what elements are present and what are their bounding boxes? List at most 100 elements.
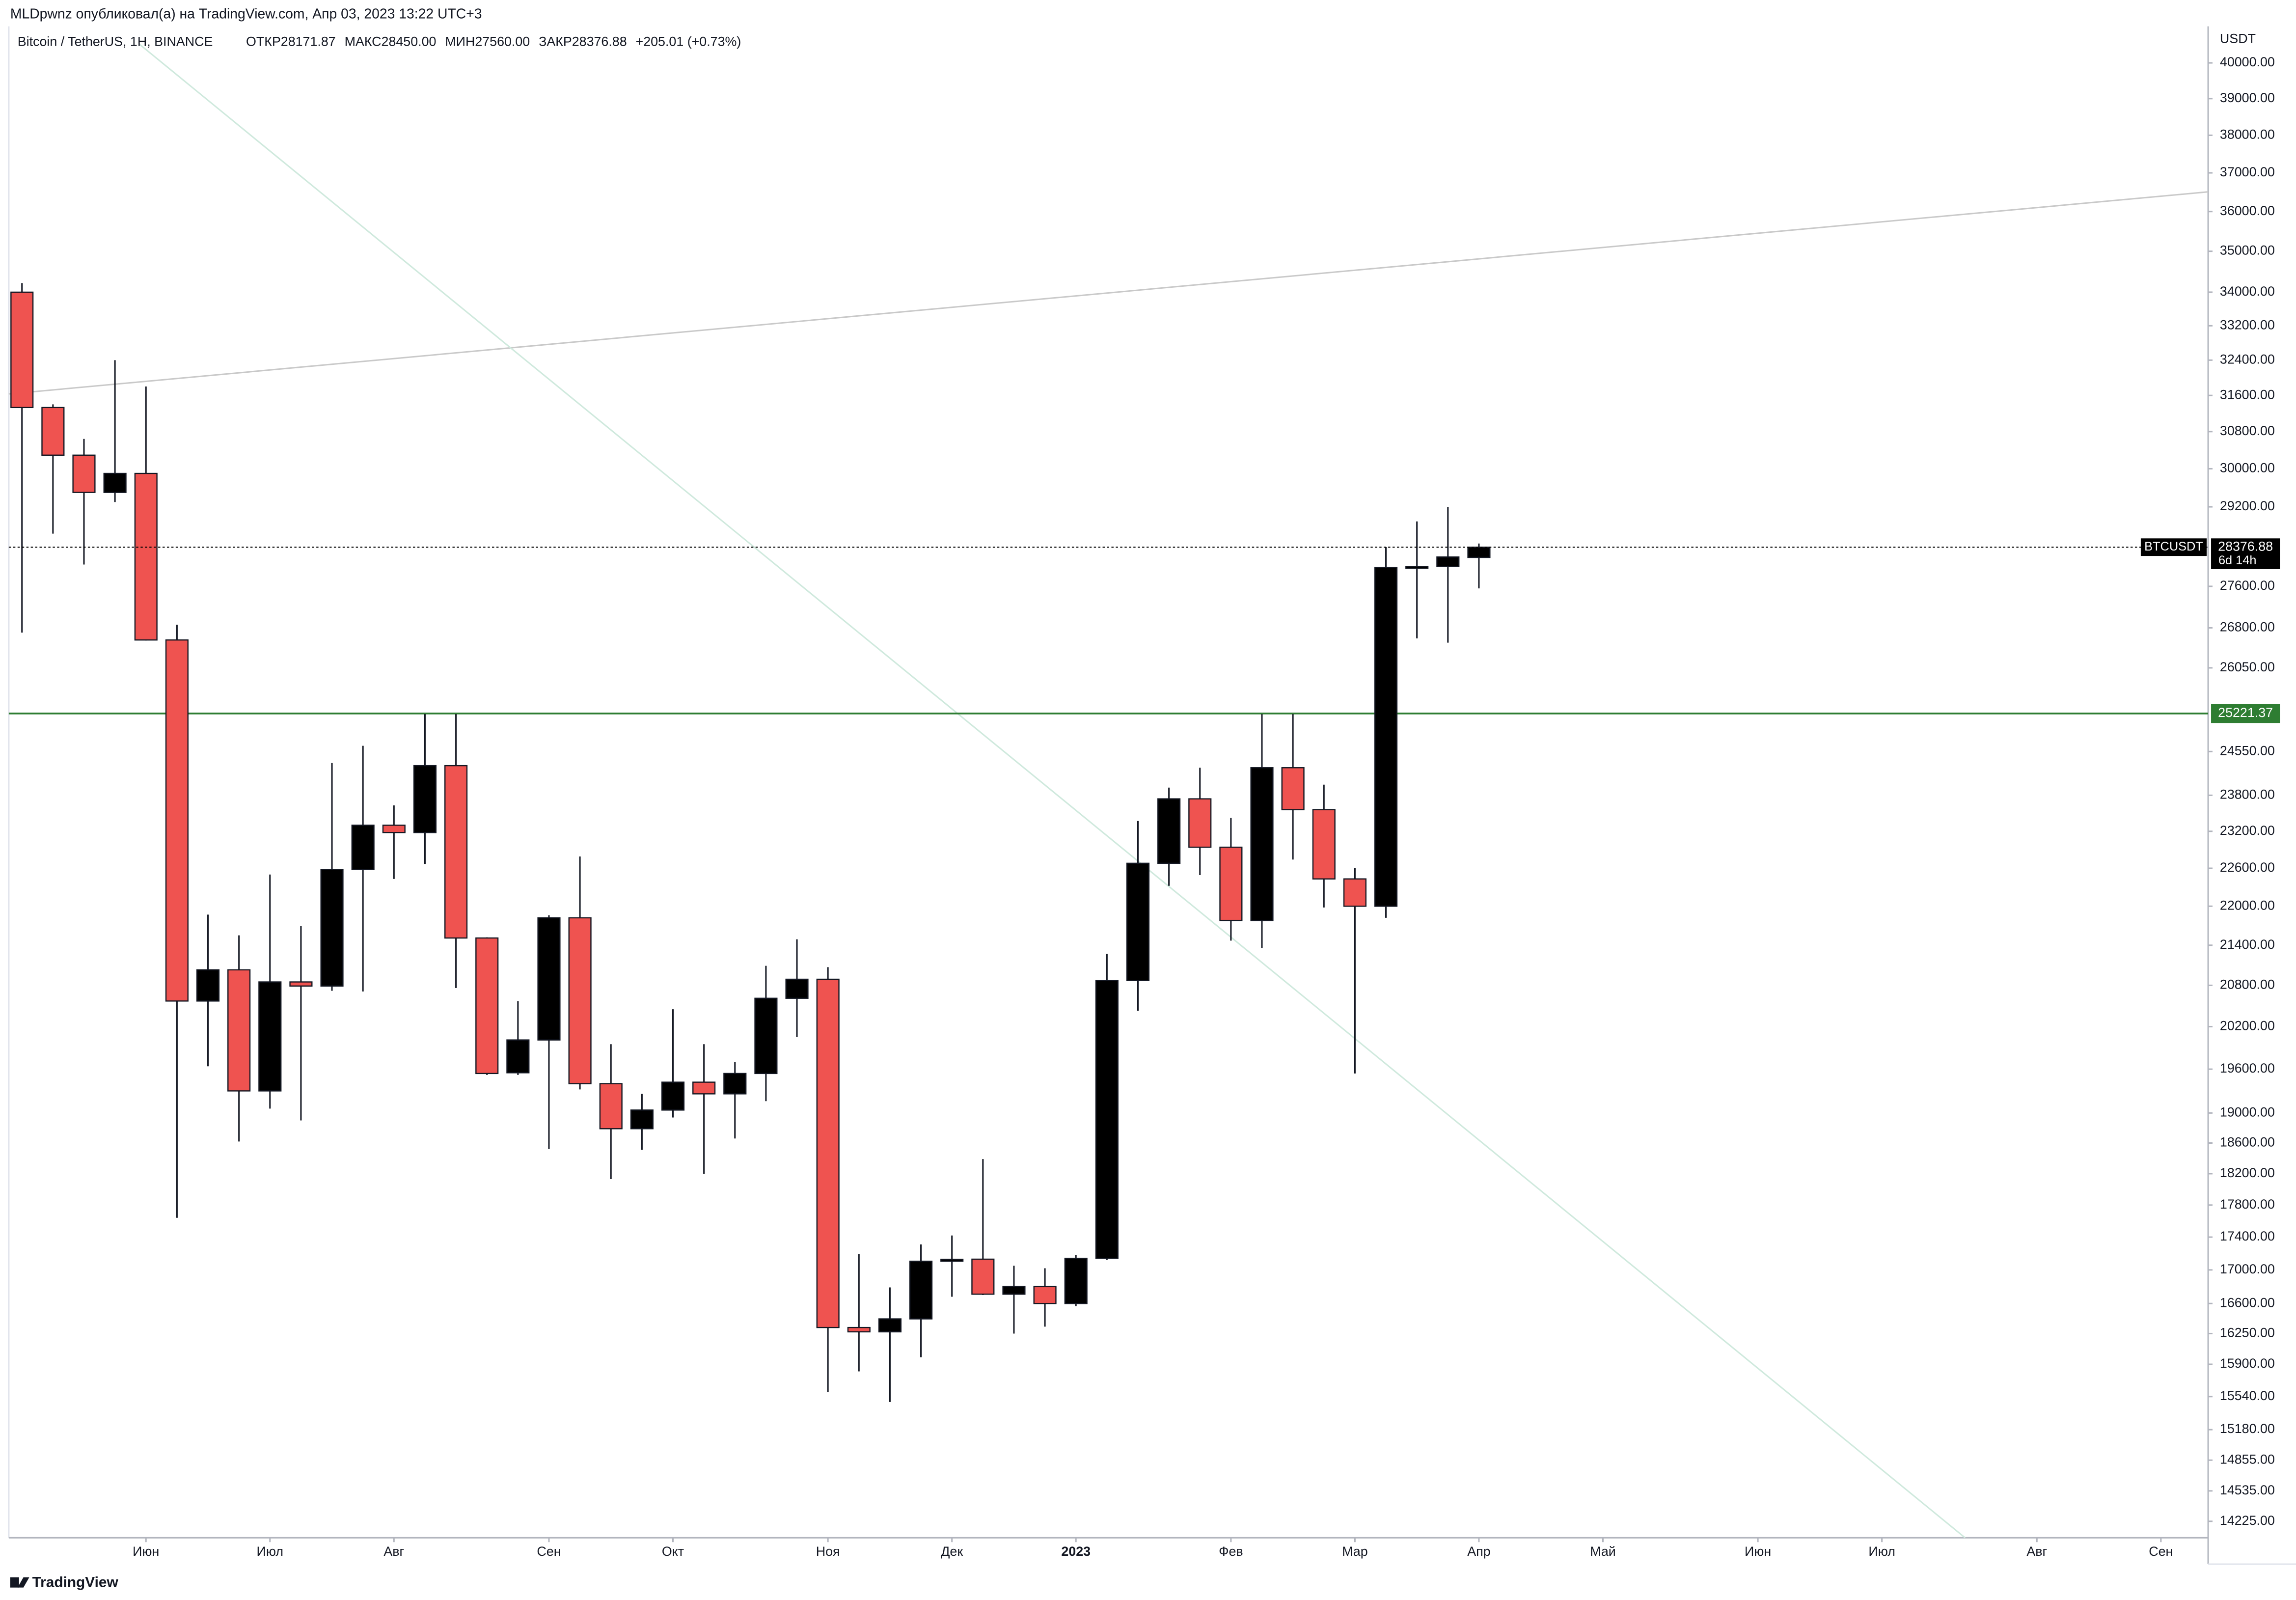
candle-body	[1436, 556, 1460, 567]
candle-body	[785, 978, 809, 999]
y-tick-label: 30000.00	[2220, 461, 2275, 475]
y-tick-label: 16250.00	[2220, 1325, 2275, 1340]
ohlc-legend-item: +205.01 (+0.73%)	[636, 34, 741, 49]
candle-body	[1064, 1258, 1088, 1304]
ohlc-legend-item: МАКС28450.00	[345, 34, 437, 49]
candle-body	[878, 1318, 902, 1333]
candle-body	[847, 1326, 871, 1333]
candle-body	[1312, 809, 1336, 880]
x-tick-label: Мар	[1342, 1544, 1368, 1559]
y-tick-label: 17400.00	[2220, 1229, 2275, 1243]
y-tick-label: 23800.00	[2220, 787, 2275, 801]
y-tick-label: 19000.00	[2220, 1104, 2275, 1119]
candle-body	[413, 765, 437, 833]
x-tick-label: Июн	[133, 1544, 159, 1559]
price-countdown: 6d 14h	[2218, 553, 2256, 567]
x-tick-label: Сен	[2149, 1544, 2173, 1559]
y-tick-label: 20200.00	[2220, 1019, 2275, 1033]
candle-body	[1219, 846, 1243, 921]
ohlc-legend-item: МИН27560.00	[445, 34, 530, 49]
candle-body	[537, 917, 561, 1041]
x-tick-label: Авг	[383, 1544, 404, 1559]
ohlc-legend-item: ОТКР28171.87	[246, 34, 336, 49]
candle-body	[1281, 767, 1305, 810]
x-tick-label: Фев	[1219, 1544, 1243, 1559]
chart-title: Bitcoin / TetherUS, 1H, BINANCE	[18, 34, 213, 49]
candle-body	[971, 1258, 995, 1295]
x-tick-label: Июл	[257, 1544, 283, 1559]
x-tick-label: Июн	[1745, 1544, 1771, 1559]
price-label: 28376.88	[2218, 539, 2273, 553]
candle-body	[1157, 798, 1181, 864]
candle-body	[444, 765, 468, 939]
candle-body	[165, 639, 189, 1002]
candle-body	[909, 1260, 933, 1320]
candle-body	[382, 825, 406, 833]
candle-body	[475, 937, 499, 1075]
y-tick-label: 17000.00	[2220, 1262, 2275, 1276]
candle-body	[816, 978, 840, 1328]
price-label-box	[2211, 538, 2280, 569]
tradingview-logo	[10, 1577, 29, 1588]
y-tick-label: 22600.00	[2220, 860, 2275, 875]
candle-body	[1126, 862, 1150, 981]
candle-body	[630, 1109, 654, 1130]
candle-body	[1250, 767, 1274, 921]
x-tick-label: Дек	[941, 1544, 963, 1559]
candle-body	[1033, 1286, 1057, 1304]
candle-body	[506, 1039, 530, 1074]
y-tick-label: 15540.00	[2220, 1388, 2275, 1403]
footer-brand: TradingView	[32, 1574, 119, 1591]
y-tick-label: 38000.00	[2220, 127, 2275, 142]
y-tick-label: 32400.00	[2220, 352, 2275, 366]
y-tick-label: 31600.00	[2220, 387, 2275, 402]
x-tick-label: Ноя	[816, 1544, 840, 1559]
price-symbol-box	[2140, 538, 2207, 556]
y-tick-label: 20800.00	[2220, 977, 2275, 992]
y-tick-label: 40000.00	[2220, 55, 2275, 69]
candle-body	[692, 1081, 716, 1095]
y-tick-label: 34000.00	[2220, 284, 2275, 299]
y-tick-label: 14225.00	[2220, 1513, 2275, 1528]
candle-body	[72, 454, 96, 493]
x-tick-label: Сен	[537, 1544, 561, 1559]
candle-body	[1002, 1286, 1026, 1295]
candle-body	[940, 1259, 964, 1262]
x-tick-label: Май	[1590, 1544, 1616, 1559]
candle-body	[754, 997, 778, 1075]
x-tick-label: Авг	[2026, 1544, 2047, 1559]
candle-body	[320, 869, 344, 987]
y-tick-label: 23200.00	[2220, 823, 2275, 838]
y-tick-label: 27600.00	[2220, 578, 2275, 593]
candle-body	[227, 969, 251, 1092]
level-label: 25221.37	[2218, 705, 2273, 720]
y-tick-label: 14855.00	[2220, 1452, 2275, 1466]
candle-body	[134, 472, 158, 641]
y-tick-label: 15900.00	[2220, 1356, 2275, 1371]
level-label-box	[2211, 704, 2280, 723]
y-tick-label: 26800.00	[2220, 620, 2275, 634]
candle-body	[1188, 798, 1212, 848]
y-axis-unit: USDT	[2220, 31, 2256, 46]
candle-body	[723, 1073, 747, 1095]
candle-body	[1343, 878, 1367, 907]
ohlc-legend-item: ЗАКР28376.88	[539, 34, 627, 49]
published-note: MLDpwnz опубликовал(а) на TradingView.co…	[10, 6, 482, 22]
candle-body	[1405, 566, 1429, 569]
y-tick-label: 22000.00	[2220, 898, 2275, 912]
candle-body	[661, 1081, 685, 1111]
candle-body	[599, 1083, 623, 1130]
candle-body	[41, 407, 65, 456]
x-tick-label: Июл	[1868, 1544, 1895, 1559]
y-tick-label: 29200.00	[2220, 498, 2275, 513]
y-tick-label: 18200.00	[2220, 1165, 2275, 1180]
price-symbol: BTCUSDT	[2144, 540, 2203, 553]
y-tick-label: 16600.00	[2220, 1295, 2275, 1310]
y-tick-label: 24550.00	[2220, 743, 2275, 758]
y-tick-label: 18600.00	[2220, 1135, 2275, 1150]
x-tick-label: Окт	[662, 1544, 684, 1559]
x-tick-label: Апр	[1467, 1544, 1490, 1559]
candle-body	[103, 472, 127, 493]
y-tick-label: 37000.00	[2220, 165, 2275, 179]
